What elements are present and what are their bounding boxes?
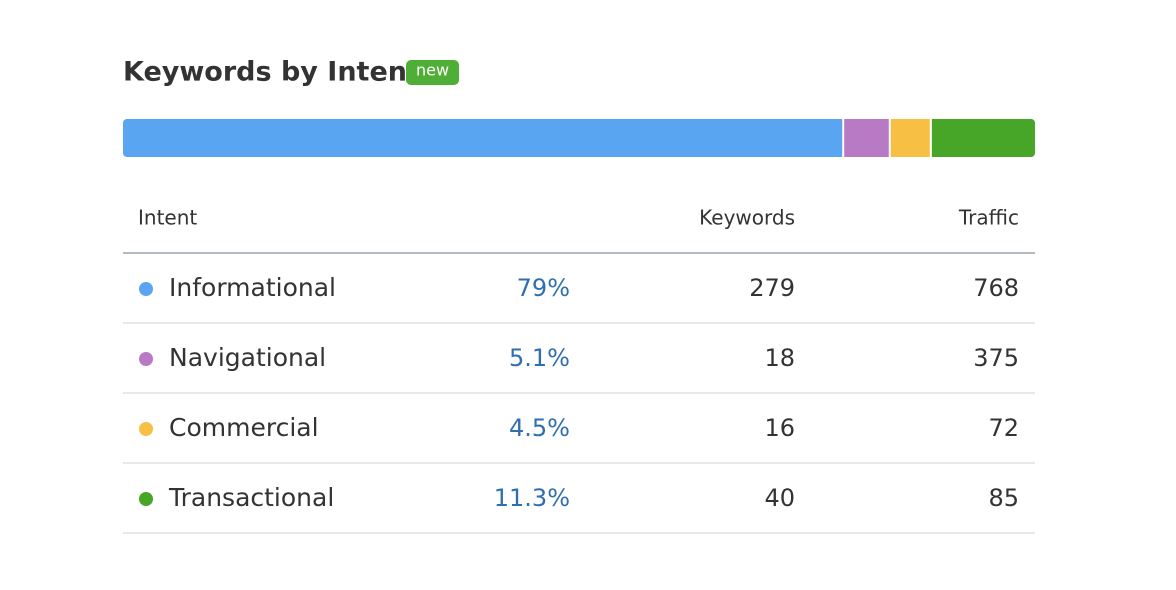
column-header: Keywords (699, 206, 795, 230)
keywords-count: 18 (764, 344, 795, 372)
intent-name: Informational (169, 273, 336, 302)
traffic-count: 375 (973, 344, 1019, 372)
badge: new (416, 61, 449, 80)
traffic-count: 768 (973, 274, 1019, 302)
traffic-count: 72 (988, 414, 1019, 442)
intent-dot (139, 352, 153, 366)
keywords-count: 279 (749, 274, 795, 302)
bar-segment (890, 119, 930, 157)
column-header: Intent (138, 206, 197, 230)
intent-name: Navigational (169, 343, 326, 372)
intent-dot (139, 422, 153, 436)
column-header: Traffic (958, 206, 1019, 230)
bar-segment (931, 119, 1035, 157)
intent-name: Transactional (168, 483, 334, 512)
intent-share: 5.1% (509, 344, 570, 372)
intent-dot (139, 282, 153, 296)
traffic-count: 85 (988, 484, 1019, 512)
intent-share: 11.3% (494, 484, 570, 512)
keywords-count: 16 (764, 414, 795, 442)
intent-share: 4.5% (509, 414, 570, 442)
intent-share: 79% (517, 274, 570, 302)
keywords-count: 40 (764, 484, 795, 512)
bar-segment (844, 119, 889, 157)
widget-title: Keywords by Intent (123, 57, 420, 88)
intent-dot (139, 492, 153, 506)
badge-background (406, 60, 459, 85)
intent-name: Commercial (169, 413, 319, 442)
bar-segment (123, 119, 843, 157)
